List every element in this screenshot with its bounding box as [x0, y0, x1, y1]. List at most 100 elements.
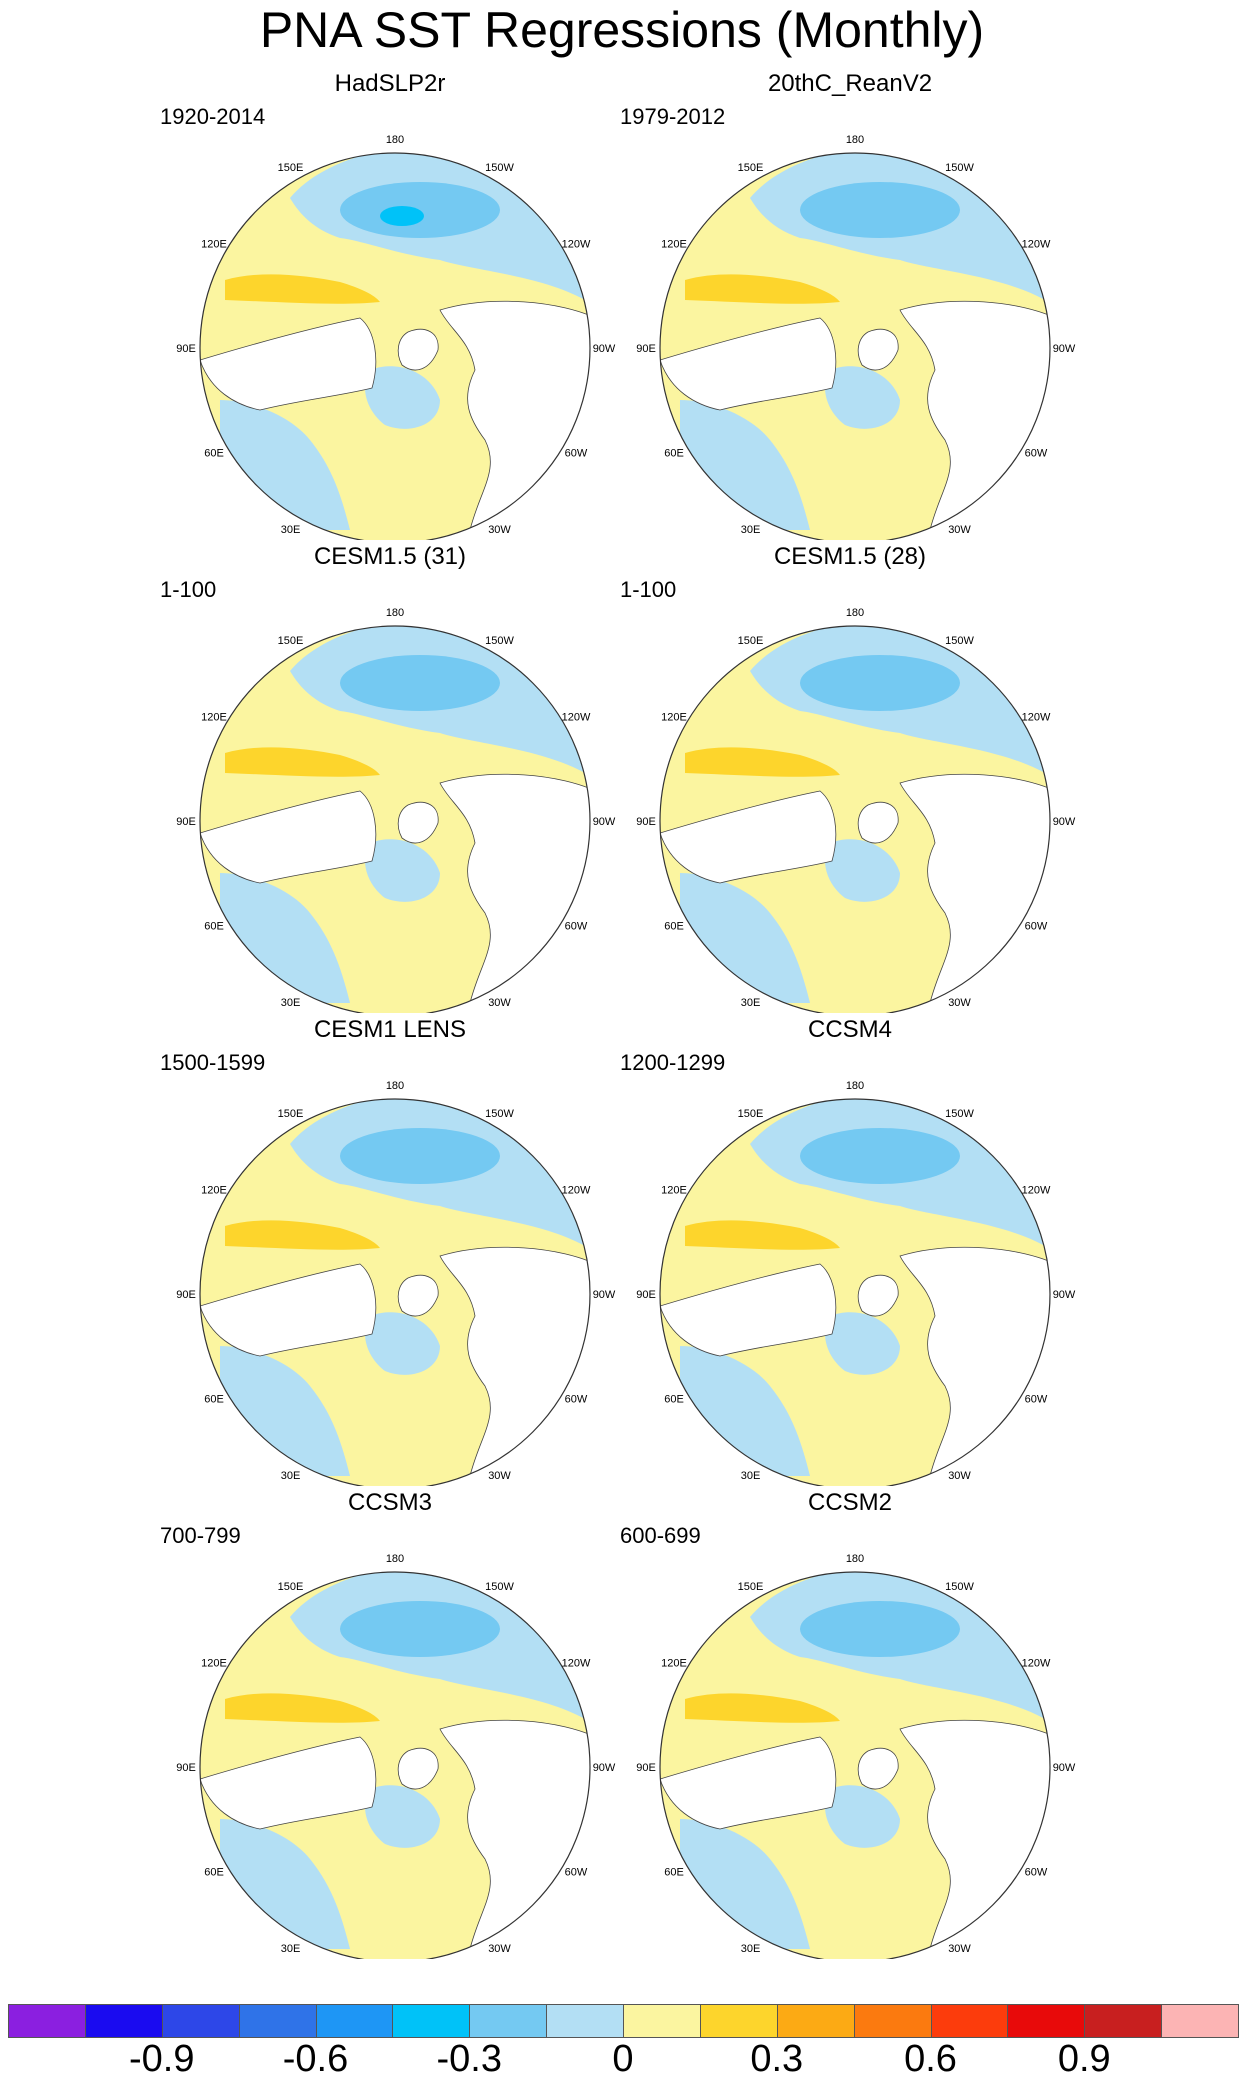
longitude-label: 90E	[636, 1762, 656, 1774]
longitude-label: 60E	[204, 1867, 224, 1879]
colorbar-tick-label: 0.9	[1057, 2038, 1111, 2080]
longitude-label: 150W	[485, 635, 514, 647]
longitude-label: 150E	[278, 1108, 304, 1120]
panel-period: 1-100	[160, 577, 217, 602]
north-america-land	[200, 1736, 377, 1830]
north-america-land	[660, 317, 837, 411]
colorbar-swatch	[623, 2004, 701, 2038]
north-pacific-core-anomaly	[800, 655, 960, 711]
longitude-label: 60W	[1025, 1394, 1048, 1406]
arctic-negative-region	[365, 366, 440, 429]
longitude-label: 60E	[664, 1867, 684, 1879]
panel-title: 20thC_ReanV2	[767, 70, 933, 97]
map-content	[660, 626, 1050, 1013]
arctic-negative-region	[365, 1785, 440, 1848]
greenland-land	[857, 1747, 899, 1790]
longitude-label: 60E	[664, 1394, 684, 1406]
greenland-land	[857, 328, 899, 371]
colorbar	[8, 2004, 1239, 2038]
longitude-label: 90W	[593, 343, 616, 355]
coastal-positive-band	[685, 274, 840, 304]
coastal-positive-band	[225, 747, 380, 777]
longitude-label: 30W	[488, 997, 511, 1009]
greenland-land	[857, 1274, 899, 1317]
longitude-label: 90E	[176, 343, 196, 355]
longitude-label: 90E	[176, 816, 196, 828]
panel-period: 1920-2014	[160, 104, 266, 129]
coastal-positive-band	[225, 274, 380, 304]
longitude-label: 150E	[738, 1581, 764, 1593]
panel-title: CCSM2	[807, 1489, 892, 1516]
greenland-land	[397, 328, 439, 371]
longitude-label: 150W	[945, 1108, 974, 1120]
longitude-label: 120E	[201, 712, 227, 724]
map-border	[199, 152, 591, 540]
arctic-negative-region	[825, 1785, 900, 1848]
panel-period: 700-799	[160, 1523, 241, 1548]
greenland-land	[397, 1274, 439, 1317]
longitude-label: 150E	[738, 162, 764, 174]
longitude-label: 60W	[1025, 921, 1048, 933]
longitude-label: 30W	[488, 524, 511, 536]
longitude-label: 120E	[201, 1658, 227, 1670]
colorbar-swatch	[84, 2004, 163, 2038]
colorbar-tick-label: -0.6	[282, 2038, 349, 2080]
longitude-label: 90E	[176, 1289, 196, 1301]
longitude-label: 60W	[1025, 1867, 1048, 1879]
coastal-positive-band	[685, 1693, 840, 1723]
longitude-label: 120W	[1022, 1658, 1051, 1670]
north-america-land	[660, 1736, 837, 1830]
map-content	[200, 1572, 590, 1959]
longitude-label: 120W	[562, 1185, 591, 1197]
greenland-land	[397, 1747, 439, 1790]
colorbar-swatch	[699, 2004, 778, 2038]
longitude-label: 180	[846, 1553, 864, 1565]
greenland-land	[857, 801, 899, 844]
panel-period: 1-100	[620, 577, 677, 602]
longitude-label: 90W	[1053, 816, 1076, 828]
panel-title: CCSM4	[807, 1016, 892, 1043]
longitude-label: 120W	[562, 712, 591, 724]
map-border	[659, 152, 1051, 540]
greenland-land	[397, 801, 439, 844]
longitude-label: 90E	[636, 1289, 656, 1301]
longitude-label: 60W	[565, 1394, 588, 1406]
north-america-land	[200, 317, 377, 411]
longitude-label: 150W	[485, 1108, 514, 1120]
map-panel: CCSM2 600-699 180150E120E90E60E30E030W60…	[600, 1489, 1100, 1959]
longitude-label: 180	[386, 607, 404, 619]
longitude-label: 150E	[278, 1581, 304, 1593]
longitude-label: 180	[846, 134, 864, 146]
colorbar-swatch	[8, 2004, 86, 2038]
north-pacific-core-anomaly	[340, 655, 500, 711]
colorbar-swatch	[469, 2004, 548, 2038]
longitude-label: 120E	[201, 1185, 227, 1197]
longitude-label: 180	[386, 1080, 404, 1092]
map-border	[659, 1098, 1051, 1486]
map-content	[660, 1099, 1050, 1486]
arctic-negative-region	[825, 1312, 900, 1375]
longitude-label: 150E	[738, 635, 764, 647]
longitude-label: 30E	[741, 1470, 761, 1482]
map-panel: CCSM3 700-799 180150E120E90E60E30E030W60…	[140, 1489, 640, 1959]
longitude-label: 60W	[565, 1867, 588, 1879]
polar-map: 180150E120E90E60E30E030W60W90W120W150W	[636, 607, 1076, 1013]
longitude-label: 120W	[1022, 1185, 1051, 1197]
north-pacific-peak-anomaly	[380, 206, 424, 226]
longitude-label: 150W	[945, 635, 974, 647]
longitude-label: 90W	[1053, 343, 1076, 355]
north-pacific-core-anomaly	[340, 1601, 500, 1657]
longitude-label: 180	[846, 607, 864, 619]
colorbar-swatch	[930, 2004, 1009, 2038]
longitude-label: 150E	[278, 635, 304, 647]
longitude-label: 30W	[948, 1470, 971, 1482]
polar-map: 180150E120E90E60E30E030W60W90W120W150W	[636, 1553, 1076, 1959]
panel-title: HadSLP2r	[334, 70, 446, 97]
longitude-label: 30E	[741, 997, 761, 1009]
panel-period: 1200-1299	[620, 1050, 726, 1075]
map-panel: CESM1.5 (31) 1-100 180150E120E90E60E30E0…	[140, 543, 640, 1013]
longitude-label: 120E	[661, 1658, 687, 1670]
map-border	[659, 1571, 1051, 1959]
longitude-label: 90W	[593, 1289, 616, 1301]
arctic-negative-region	[825, 366, 900, 429]
